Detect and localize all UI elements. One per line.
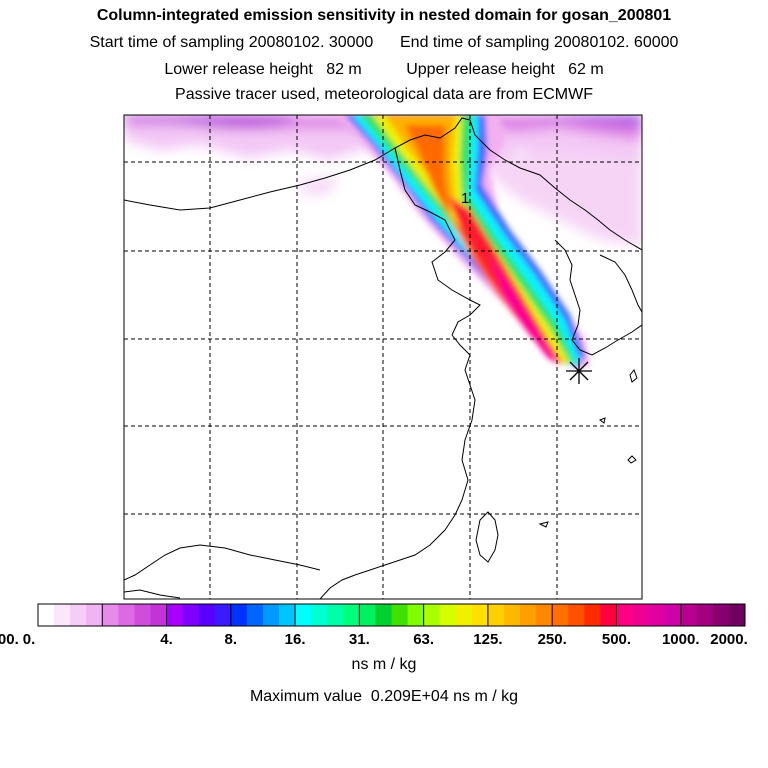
colorbar-frame bbox=[37, 603, 746, 627]
colorbar-swatch bbox=[118, 604, 135, 626]
colorbar-swatch bbox=[520, 604, 537, 626]
colorbar-tick-label: 63. bbox=[413, 631, 435, 648]
colorbar-swatch bbox=[182, 604, 200, 626]
colorbar-swatch bbox=[375, 604, 392, 626]
colorbar-swatch bbox=[616, 604, 633, 626]
colorbar-swatch bbox=[311, 604, 328, 626]
tracer-info: Passive tracer used, meteorological data… bbox=[175, 86, 593, 103]
colorbar-swatch bbox=[262, 604, 280, 626]
colorbar-swatch bbox=[198, 604, 216, 626]
sensitivity-field bbox=[124, 115, 642, 370]
colorbar-swatch bbox=[134, 604, 151, 626]
colorbar-swatch bbox=[38, 604, 55, 626]
contour-label: 1 bbox=[461, 190, 470, 207]
colorbar-swatch bbox=[712, 604, 730, 626]
colorbar-swatch bbox=[536, 604, 553, 626]
colorbar-swatch bbox=[230, 604, 248, 626]
colorbar-swatch bbox=[70, 604, 87, 626]
colorbar-tick-label: 500. bbox=[601, 631, 632, 648]
colorbar-swatch bbox=[600, 604, 617, 626]
colorbar-swatch bbox=[166, 604, 184, 626]
colorbar-swatch bbox=[343, 604, 360, 626]
colorbar-unit: ns m / kg bbox=[351, 656, 417, 673]
colorbar-swatch bbox=[568, 604, 585, 626]
coastlines bbox=[124, 117, 642, 599]
colorbar-swatch bbox=[664, 604, 682, 626]
sampling-time-line: Start time of sampling 20080102. 30000 E… bbox=[0, 34, 768, 52]
colorbar-swatch bbox=[246, 604, 264, 626]
colorbar-swatch bbox=[102, 604, 119, 626]
colorbar-swatch bbox=[391, 604, 408, 626]
end-time: End time of sampling 20080102. 60000 bbox=[400, 34, 679, 51]
colorbar bbox=[37, 603, 746, 627]
lat-lon-grid bbox=[124, 115, 642, 599]
release-height-line: Lower release height 82 m Upper release … bbox=[0, 61, 768, 79]
colorbar-swatch bbox=[471, 604, 489, 626]
colorbar-swatch bbox=[632, 604, 649, 626]
colorbar-swatch bbox=[54, 604, 71, 626]
colorbar-swatch bbox=[696, 604, 714, 626]
colorbar-swatch bbox=[455, 604, 473, 626]
colorbar-swatch bbox=[295, 604, 312, 626]
colorbar-swatch bbox=[407, 604, 425, 626]
colorbar-tick-label: 2000. bbox=[710, 631, 748, 648]
colorbar-tick-label: 250. bbox=[537, 631, 567, 648]
colorbar-swatch bbox=[327, 604, 344, 626]
colorbar-tick-label: 4. bbox=[160, 631, 173, 648]
maximum-value: Maximum value 0.209E+04 ns m / kg bbox=[249, 688, 519, 705]
colorbar-tick-label: 1000. bbox=[661, 631, 700, 648]
colorbar-tick-label: 0. bbox=[22, 631, 36, 648]
colorbar-swatch bbox=[214, 604, 232, 626]
colorbar-swatch bbox=[359, 604, 376, 626]
map-panel bbox=[123, 114, 643, 600]
colorbar-tick-label: 8. bbox=[224, 631, 238, 648]
colorbar-swatch bbox=[503, 604, 521, 626]
colorbar-swatch bbox=[150, 604, 167, 626]
start-time: Start time of sampling 20080102. 30000 bbox=[89, 34, 374, 51]
map-frame bbox=[123, 114, 643, 600]
colorbar-swatch bbox=[680, 604, 698, 626]
colorbar-swatch bbox=[487, 604, 505, 626]
colorbar-swatch bbox=[584, 604, 601, 626]
colorbar-swatch bbox=[439, 604, 457, 626]
colorbar-swatch bbox=[86, 604, 103, 626]
colorbar-tick-label: 125. bbox=[473, 631, 503, 648]
colorbar-swatch bbox=[728, 604, 746, 626]
upper-release-height: Upper release height 62 m bbox=[406, 61, 604, 78]
colorbar-tick-label: 16. bbox=[284, 631, 306, 648]
asterisk-icon bbox=[566, 358, 592, 384]
lower-release-height: Lower release height 82 m bbox=[164, 61, 362, 78]
colorbar-swatch bbox=[552, 604, 569, 626]
colorbar-swatch bbox=[279, 604, 296, 626]
colorbar-tick-label: 4000. bbox=[0, 631, 19, 648]
colorbar-tick-label: 31. bbox=[348, 631, 370, 648]
colorbar-swatch bbox=[423, 604, 441, 626]
plot-title: Column-integrated emission sensitivity i… bbox=[96, 7, 672, 24]
colorbar-swatch bbox=[648, 604, 666, 626]
